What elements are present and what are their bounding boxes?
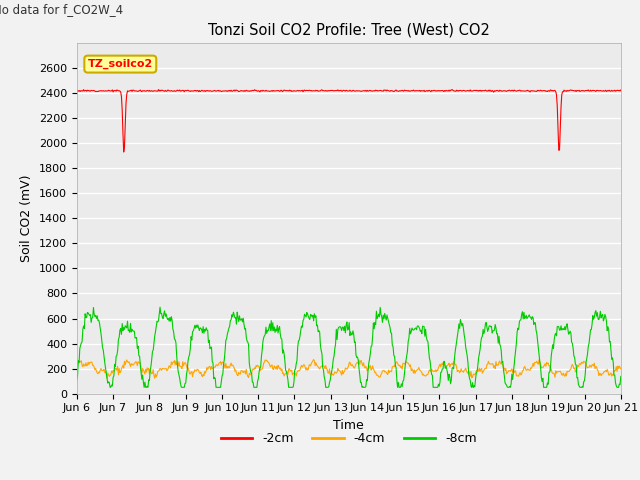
Title: Tonzi Soil CO2 Profile: Tree (West) CO2: Tonzi Soil CO2 Profile: Tree (West) CO2 [208,23,490,38]
Text: No data for f_CO2W_4: No data for f_CO2W_4 [0,3,124,16]
Text: TZ_soilco2: TZ_soilco2 [88,59,153,69]
Legend: -2cm, -4cm, -8cm: -2cm, -4cm, -8cm [216,427,482,450]
X-axis label: Time: Time [333,419,364,432]
Y-axis label: Soil CO2 (mV): Soil CO2 (mV) [20,175,33,262]
